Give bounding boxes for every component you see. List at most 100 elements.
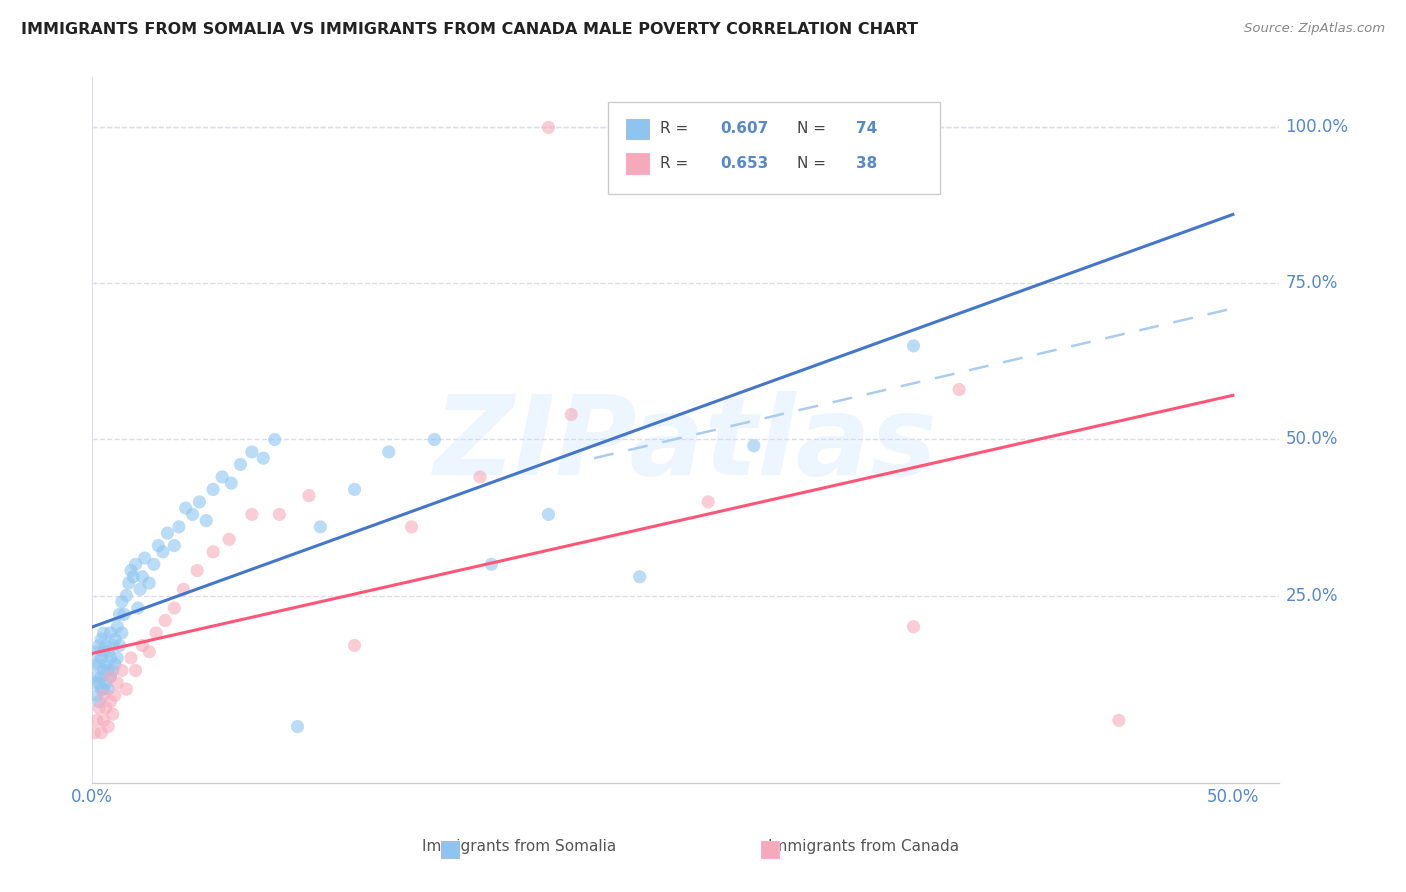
- Text: 50.0%: 50.0%: [1285, 431, 1339, 449]
- Point: [742, 439, 765, 453]
- Point: [153, 614, 176, 628]
- FancyBboxPatch shape: [626, 153, 648, 174]
- Text: R =: R =: [661, 121, 693, 136]
- Point: [903, 339, 925, 353]
- Point: [104, 657, 127, 672]
- Text: IMMIGRANTS FROM SOMALIA VS IMMIGRANTS FROM CANADA MALE POVERTY CORRELATION CHART: IMMIGRANTS FROM SOMALIA VS IMMIGRANTS FR…: [21, 22, 918, 37]
- Point: [221, 476, 243, 491]
- Point: [124, 664, 146, 678]
- Point: [145, 626, 167, 640]
- Point: [167, 520, 190, 534]
- Point: [100, 651, 122, 665]
- Point: [100, 670, 122, 684]
- Text: R =: R =: [661, 156, 693, 171]
- Point: [97, 682, 120, 697]
- Point: [309, 520, 332, 534]
- Point: [174, 501, 197, 516]
- Text: 74: 74: [856, 121, 877, 136]
- Point: [378, 445, 401, 459]
- FancyBboxPatch shape: [626, 119, 648, 139]
- Point: [93, 689, 115, 703]
- Point: [202, 483, 225, 497]
- Point: [1108, 714, 1130, 728]
- Point: [138, 645, 160, 659]
- Point: [343, 639, 366, 653]
- FancyBboxPatch shape: [761, 841, 779, 858]
- Point: [94, 701, 117, 715]
- Text: Source: ZipAtlas.com: Source: ZipAtlas.com: [1244, 22, 1385, 36]
- Point: [120, 651, 142, 665]
- Point: [148, 539, 170, 553]
- Point: [86, 714, 108, 728]
- Point: [90, 726, 112, 740]
- Point: [87, 657, 110, 672]
- Point: [90, 670, 112, 684]
- Point: [120, 564, 142, 578]
- Point: [138, 576, 160, 591]
- Point: [298, 489, 321, 503]
- Point: [903, 620, 925, 634]
- Point: [229, 458, 252, 472]
- Point: [211, 470, 233, 484]
- Point: [240, 508, 263, 522]
- Point: [111, 664, 134, 678]
- Point: [240, 445, 263, 459]
- Text: Immigrants from Canada: Immigrants from Canada: [768, 838, 959, 854]
- Point: [108, 639, 131, 653]
- Point: [105, 651, 128, 665]
- Point: [93, 626, 115, 640]
- Point: [401, 520, 423, 534]
- Point: [152, 545, 174, 559]
- Point: [94, 657, 117, 672]
- Point: [131, 639, 153, 653]
- Point: [87, 701, 110, 715]
- Point: [142, 558, 165, 572]
- Point: [252, 451, 274, 466]
- Text: Immigrants from Somalia: Immigrants from Somalia: [422, 838, 616, 854]
- Point: [93, 682, 115, 697]
- Point: [948, 383, 970, 397]
- Point: [83, 657, 105, 672]
- Point: [100, 626, 122, 640]
- Point: [97, 645, 120, 659]
- Point: [87, 695, 110, 709]
- Point: [181, 508, 204, 522]
- Point: [186, 564, 208, 578]
- Text: 0.607: 0.607: [720, 121, 768, 136]
- Text: 25.0%: 25.0%: [1285, 587, 1339, 605]
- Point: [100, 670, 122, 684]
- Point: [105, 620, 128, 634]
- Point: [93, 645, 115, 659]
- FancyBboxPatch shape: [441, 841, 458, 858]
- Point: [115, 589, 138, 603]
- Text: 100.0%: 100.0%: [1285, 119, 1348, 136]
- Point: [86, 670, 108, 684]
- Point: [163, 539, 186, 553]
- Text: 0.653: 0.653: [720, 156, 768, 171]
- Point: [97, 664, 120, 678]
- Text: N =: N =: [797, 156, 831, 171]
- Point: [537, 120, 560, 135]
- Point: [105, 676, 128, 690]
- Point: [163, 601, 186, 615]
- Point: [628, 570, 651, 584]
- Text: N =: N =: [797, 121, 831, 136]
- Point: [112, 607, 135, 622]
- Point: [94, 639, 117, 653]
- Point: [108, 607, 131, 622]
- Point: [172, 582, 194, 597]
- Point: [87, 639, 110, 653]
- Text: 38: 38: [856, 156, 877, 171]
- Point: [129, 582, 152, 597]
- Text: ZIPatlas: ZIPatlas: [433, 391, 938, 498]
- Point: [127, 601, 149, 615]
- Point: [111, 626, 134, 640]
- Point: [86, 645, 108, 659]
- Point: [560, 408, 582, 422]
- Point: [100, 695, 122, 709]
- Point: [156, 526, 179, 541]
- Point: [93, 714, 115, 728]
- Point: [101, 639, 124, 653]
- Point: [423, 433, 446, 447]
- Point: [134, 551, 156, 566]
